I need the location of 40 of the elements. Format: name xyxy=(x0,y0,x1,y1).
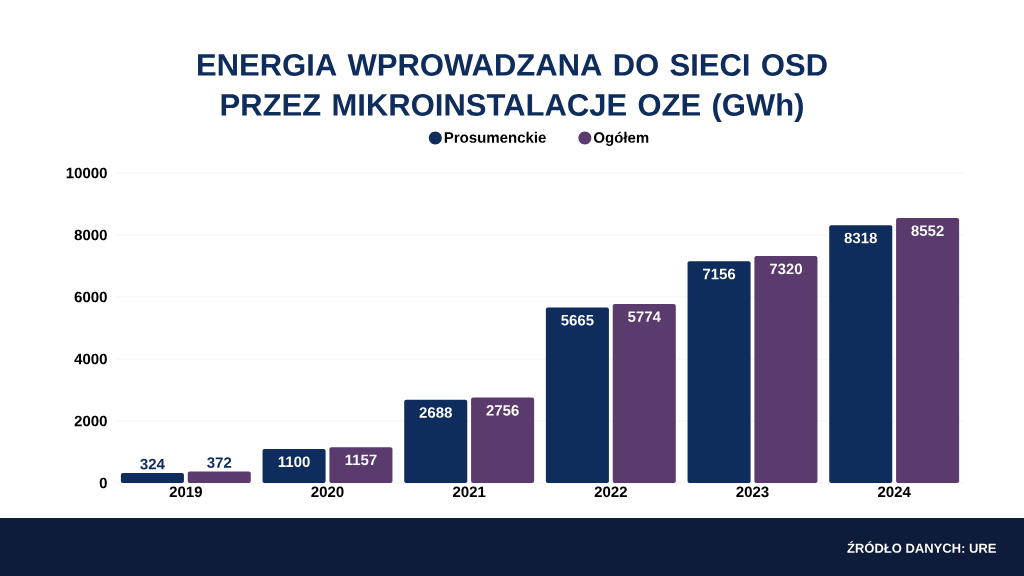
bar xyxy=(187,471,251,483)
text: ŹRÓDŁO DANYCH: URE xyxy=(847,541,996,553)
data-label: 5665 xyxy=(561,314,594,326)
bar xyxy=(896,217,960,483)
data-label: 8552 xyxy=(911,225,944,237)
data-label: 1157 xyxy=(345,454,377,466)
bar xyxy=(612,304,676,483)
data-label: 7320 xyxy=(769,263,802,275)
y-tick-label: 6000 xyxy=(74,291,107,303)
y-tick-label: 0 xyxy=(99,477,107,489)
x-tick-label: 2019 xyxy=(169,486,202,498)
y-tick-label: 10000 xyxy=(66,167,107,179)
y-tick-label: 2000 xyxy=(74,415,107,427)
x-tick-label: 2024 xyxy=(878,486,911,498)
legend-label: Prosumenckie xyxy=(444,131,546,143)
legend-label: Ogółem xyxy=(593,131,649,146)
bar xyxy=(545,307,609,483)
data-label: 7156 xyxy=(703,268,736,280)
bar xyxy=(262,448,326,483)
data-label: 5774 xyxy=(628,311,661,322)
y-tick-label: 4000 xyxy=(74,353,107,365)
bar xyxy=(687,261,751,483)
data-label: 8318 xyxy=(844,232,877,244)
x-tick-label: 2023 xyxy=(736,486,769,498)
bar xyxy=(829,225,893,483)
x-tick-label: 2022 xyxy=(594,486,627,498)
data-label: 1100 xyxy=(278,456,310,468)
y-tick-label: 8000 xyxy=(74,229,107,241)
bar xyxy=(329,447,393,483)
bar xyxy=(471,397,535,483)
data-label: 2756 xyxy=(486,405,519,416)
x-tick-label: 2021 xyxy=(453,486,486,498)
bar xyxy=(404,399,468,483)
data-label: 2688 xyxy=(419,407,452,418)
bar xyxy=(754,256,818,483)
chart-title: ENERGIA WPROWADZANA DO SIECI OSD PRZEZ MIKROINSTALACJE OZE (GWh) xyxy=(198,53,827,123)
bar xyxy=(120,472,184,483)
x-tick-label: 2020 xyxy=(311,486,344,498)
data-label: 372 xyxy=(207,457,232,468)
data-label: 324 xyxy=(140,458,165,470)
